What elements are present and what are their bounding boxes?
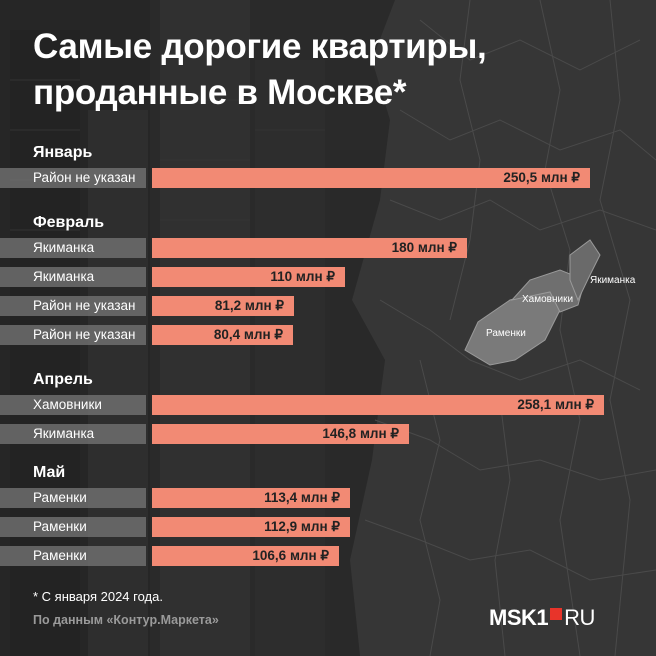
bar-value-label: 81,2 млн ₽ xyxy=(214,298,284,313)
chart-title: Самые дорогие квартиры, проданные в Моск… xyxy=(33,24,633,116)
row-district-label: Район не указан xyxy=(0,325,146,345)
bar xyxy=(152,296,294,316)
bar-value-label: 112,9 млн ₽ xyxy=(264,519,340,534)
logo-main: MSK1 xyxy=(489,605,549,630)
map-label-khamovniki: Хамовники xyxy=(522,294,574,305)
bar xyxy=(152,424,409,444)
title-line-1: Самые дорогие квартиры, xyxy=(33,27,487,66)
bar-value-label: 250,5 млн ₽ xyxy=(503,170,580,185)
bar-value-label: 80,4 млн ₽ xyxy=(213,327,283,342)
bar-value-label: 146,8 млн ₽ xyxy=(322,426,399,441)
month-heading: Февраль xyxy=(33,214,105,231)
bar-value-label: 113,4 млн ₽ xyxy=(264,490,340,505)
footnote: * С января 2024 года. xyxy=(33,589,163,604)
bar-value-label: 110 млн ₽ xyxy=(270,269,335,284)
month-heading: Май xyxy=(33,464,66,481)
row-district-label: Якиманка xyxy=(0,424,146,444)
month-heading: Апрель xyxy=(33,371,93,388)
bar-value-label: 106,6 млн ₽ xyxy=(252,548,329,563)
title-line-2: проданные в Москве* xyxy=(33,73,407,112)
row-district-label: Раменки xyxy=(0,546,146,566)
bar-value-label: 180 млн ₽ xyxy=(391,240,457,255)
month-heading: Январь xyxy=(33,144,93,161)
bar-value-label: 258,1 млн ₽ xyxy=(517,397,594,412)
bar xyxy=(152,517,350,537)
bar xyxy=(152,325,293,345)
bar xyxy=(152,395,604,415)
map-label-ramenki: Раменки xyxy=(486,328,526,339)
source-note: По данным «Контур.Маркета» xyxy=(33,613,219,627)
row-district-label: Якиманка xyxy=(0,267,146,287)
logo-square xyxy=(550,608,563,620)
row-district-label: Район не указан xyxy=(0,296,146,316)
row-district-label: Якиманка xyxy=(0,238,146,258)
map-label-yakimanka: Якиманка xyxy=(590,275,636,286)
row-district-label: Раменки xyxy=(0,517,146,537)
logo-suffix: RU xyxy=(564,605,595,630)
bar xyxy=(152,546,339,566)
bar xyxy=(152,488,350,508)
bar xyxy=(152,168,590,188)
msk1-logo: MSK1 RU xyxy=(489,605,595,631)
bar xyxy=(152,238,467,258)
row-district-label: Район не указан xyxy=(0,168,146,188)
row-district-label: Раменки xyxy=(0,488,146,508)
row-district-label: Хамовники xyxy=(0,395,146,415)
bar xyxy=(152,267,345,287)
